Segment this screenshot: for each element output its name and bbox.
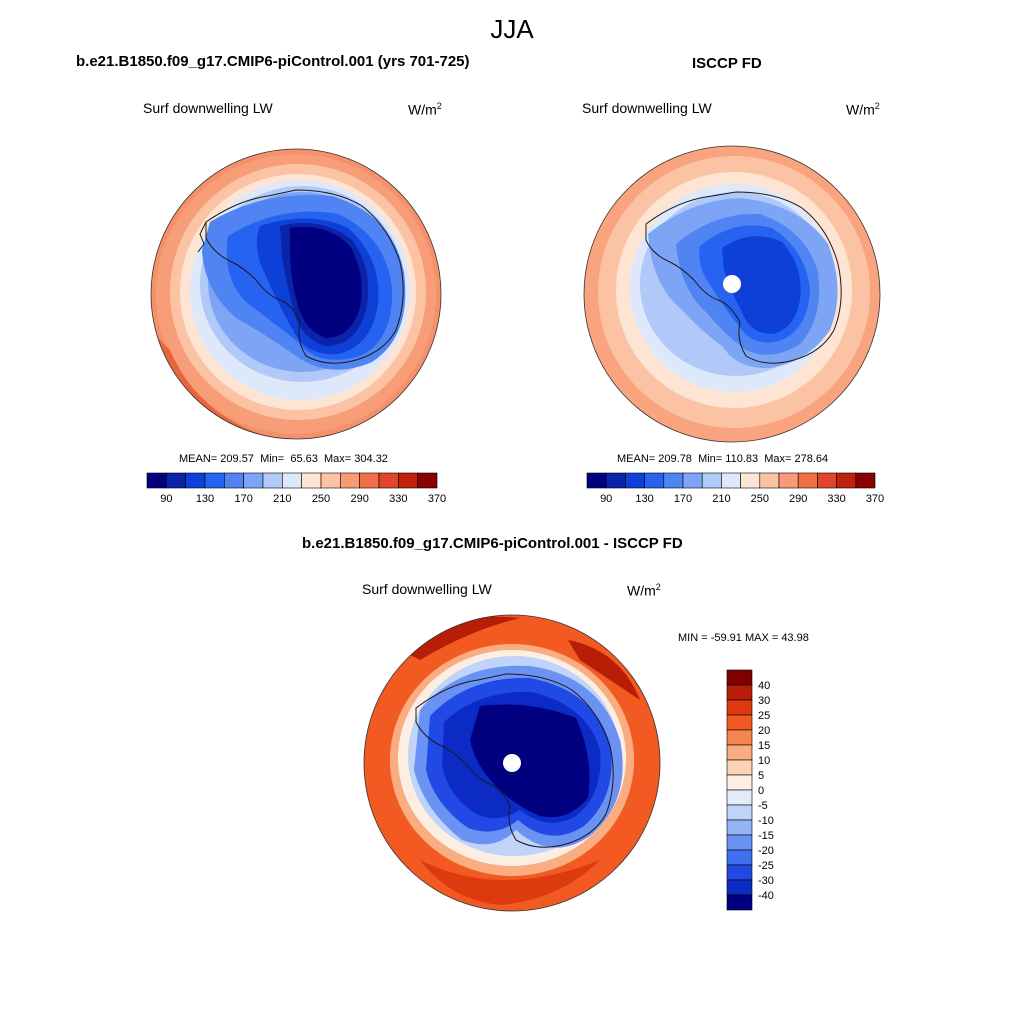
colorbar-diff-label: -10 [758, 815, 774, 827]
colorbar-diff-label: -25 [758, 860, 774, 872]
colorbar-obs-swatch [778, 472, 799, 489]
colorbar-model-swatch [340, 472, 360, 489]
colorbar-obs-swatch [586, 472, 607, 489]
colorbar-obs-swatch [817, 472, 837, 489]
panel-obs-title: ISCCP FD [692, 55, 762, 72]
colorbar-diff-swatch [726, 894, 753, 911]
colorbar-model-swatch [417, 472, 438, 489]
colorbar-diff-label: -20 [758, 845, 774, 857]
colorbar-obs-tick-label: 290 [789, 493, 807, 505]
colorbar-diff-swatch [726, 669, 753, 686]
colorbar-obs-swatch [740, 472, 761, 489]
colorbar-model: 90 130 170 210 250 290 330 370 [146, 472, 446, 505]
colorbar-diff-swatch [726, 714, 753, 731]
colorbar-diff-label: 15 [758, 740, 770, 752]
colorbar-obs-tick-label: 170 [674, 493, 692, 505]
colorbar-model-tick-label: 130 [196, 493, 214, 505]
colorbar-diff-swatch [726, 879, 753, 896]
colorbar-obs-swatch [759, 472, 780, 489]
colorbar-diff-swatch [726, 699, 753, 716]
colorbar-model-swatch [301, 472, 322, 489]
colorbar-diff-label: 10 [758, 755, 770, 767]
colorbar-obs-swatch [644, 472, 665, 489]
colorbar-diff-swatch [726, 789, 753, 806]
panel-diff-variable: Surf downwelling LW [362, 581, 492, 597]
colorbar-model-swatch [378, 472, 399, 489]
colorbar-diff-label: 20 [758, 725, 770, 737]
colorbar-model-tick-label: 330 [389, 493, 407, 505]
colorbar-obs-tick-label: 250 [751, 493, 769, 505]
colorbar-obs-tick-label: 370 [866, 493, 884, 505]
colorbar-obs: 90 130 170 210 250 290 330 370 [586, 472, 884, 505]
colorbar-model-swatch [359, 472, 380, 489]
panel-diff-units: W/m2 [627, 582, 661, 599]
colorbar-diff-label: -40 [758, 890, 774, 902]
colorbar-diff-swatch [726, 744, 753, 761]
colorbar-model-swatch [166, 472, 186, 489]
colorbar-diff-label: -30 [758, 875, 774, 887]
colorbar-diff-label: -15 [758, 830, 774, 842]
colorbar-model-swatch [282, 472, 302, 489]
colorbar-model-swatch [204, 472, 225, 489]
map-obs [584, 146, 880, 442]
colorbar-obs-swatch [797, 472, 818, 489]
colorbar-diff-label: 25 [758, 710, 770, 722]
colorbar-model-swatch [320, 472, 341, 489]
colorbar-obs-swatch [855, 472, 876, 489]
panel-obs-variable: Surf downwelling LW [582, 100, 712, 116]
panel-model-title: b.e21.B1850.f09_g17.CMIP6-piControl.001 … [76, 53, 470, 70]
colorbar-model-swatch [262, 472, 283, 489]
colorbar-model-tick-label: 210 [273, 493, 291, 505]
colorbar-obs-tick-label: 330 [827, 493, 845, 505]
colorbar-obs-tick-label: 90 [600, 493, 612, 505]
colorbar-obs-tick-label: 130 [635, 493, 653, 505]
colorbar-diff-swatch [726, 819, 753, 836]
panel-model-variable: Surf downwelling LW [143, 100, 273, 116]
map-model [151, 149, 441, 439]
colorbar-diff-swatch [726, 864, 753, 881]
colorbar-diff-label: -5 [758, 800, 768, 812]
colorbar-model-tick-label: 370 [428, 493, 446, 505]
colorbar-obs-swatch [836, 472, 857, 489]
panel-diff-title: b.e21.B1850.f09_g17.CMIP6-piControl.001 … [302, 535, 683, 552]
colorbar-model-swatch [185, 472, 206, 489]
colorbar-model-tick-label: 250 [312, 493, 330, 505]
colorbar-diff-swatch [726, 849, 753, 866]
colorbar-model-swatch [224, 472, 244, 489]
colorbar-model-tick-label: 170 [234, 493, 252, 505]
colorbar-diff-swatch [726, 774, 753, 791]
colorbar-diff: 40 30 25 20 15 10 5 0 -5 -10 -15 -20 -25 -30 -40 [726, 669, 774, 911]
panel-obs-units: W/m2 [846, 101, 880, 118]
colorbar-diff-label: 0 [758, 785, 764, 797]
colorbar-model-tick-label: 90 [160, 493, 172, 505]
colorbar-obs-swatch [663, 472, 684, 489]
colorbar-obs-swatch [721, 472, 741, 489]
colorbar-diff-swatch [726, 759, 753, 776]
panel-obs-stats: MEAN= 209.78 Min= 110.83 Max= 278.64 [617, 453, 829, 465]
figure-title: JJA [490, 14, 534, 44]
panel-model-units: W/m2 [408, 101, 442, 118]
colorbar-diff-swatch [726, 834, 753, 851]
panel-model-stats: MEAN= 209.57 Min= 65.63 Max= 304.32 [179, 453, 388, 465]
colorbar-model-swatch [146, 472, 167, 489]
colorbar-diff-swatch [726, 684, 753, 701]
colorbar-diff-label: 5 [758, 770, 764, 782]
colorbar-obs-tick-label: 210 [712, 493, 730, 505]
colorbar-obs-swatch [682, 472, 703, 489]
colorbar-diff-swatch [726, 729, 753, 746]
panel-diff-stats: MIN = -59.91 MAX = 43.98 [678, 632, 809, 644]
colorbar-diff-label: 30 [758, 695, 770, 707]
colorbar-obs-swatch [625, 472, 645, 489]
colorbar-model-tick-label: 290 [350, 493, 368, 505]
colorbar-obs-swatch [605, 472, 626, 489]
colorbar-model-swatch [398, 472, 418, 489]
colorbar-diff-label: 40 [758, 680, 770, 692]
colorbar-obs-swatch [701, 472, 722, 489]
colorbar-model-swatch [243, 472, 264, 489]
colorbar-diff-swatch [726, 804, 753, 821]
